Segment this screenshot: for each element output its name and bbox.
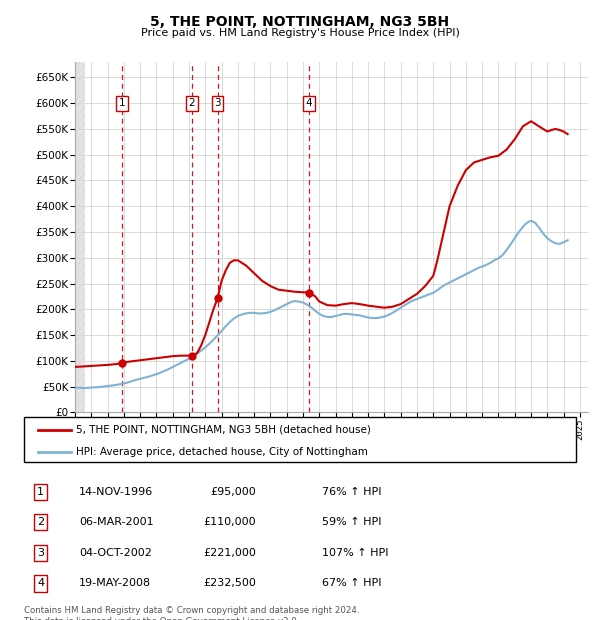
Text: 2: 2 (188, 98, 195, 108)
FancyBboxPatch shape (24, 417, 576, 462)
Text: 04-OCT-2002: 04-OCT-2002 (79, 547, 152, 558)
Text: 76% ↑ HPI: 76% ↑ HPI (322, 487, 382, 497)
Text: 3: 3 (214, 98, 221, 108)
Text: 1: 1 (37, 487, 44, 497)
Text: £221,000: £221,000 (203, 547, 256, 558)
Text: 2: 2 (37, 517, 44, 527)
Bar (75, 62, 85, 412)
Text: 4: 4 (37, 578, 44, 588)
Text: £110,000: £110,000 (203, 517, 256, 527)
Text: 4: 4 (306, 98, 313, 108)
Text: 1: 1 (118, 98, 125, 108)
Text: £95,000: £95,000 (210, 487, 256, 497)
Text: 3: 3 (37, 547, 44, 558)
Text: 107% ↑ HPI: 107% ↑ HPI (322, 547, 389, 558)
Text: Price paid vs. HM Land Registry's House Price Index (HPI): Price paid vs. HM Land Registry's House … (140, 28, 460, 38)
Text: 14-NOV-1996: 14-NOV-1996 (79, 487, 154, 497)
Text: HPI: Average price, detached house, City of Nottingham: HPI: Average price, detached house, City… (76, 447, 368, 457)
Text: 06-MAR-2001: 06-MAR-2001 (79, 517, 154, 527)
Text: Contains HM Land Registry data © Crown copyright and database right 2024.
This d: Contains HM Land Registry data © Crown c… (24, 606, 359, 620)
Text: 59% ↑ HPI: 59% ↑ HPI (322, 517, 382, 527)
Text: 67% ↑ HPI: 67% ↑ HPI (322, 578, 382, 588)
Text: 5, THE POINT, NOTTINGHAM, NG3 5BH: 5, THE POINT, NOTTINGHAM, NG3 5BH (151, 16, 449, 30)
Text: 5, THE POINT, NOTTINGHAM, NG3 5BH (detached house): 5, THE POINT, NOTTINGHAM, NG3 5BH (detac… (76, 425, 371, 435)
Text: £232,500: £232,500 (203, 578, 256, 588)
Text: 19-MAY-2008: 19-MAY-2008 (79, 578, 151, 588)
